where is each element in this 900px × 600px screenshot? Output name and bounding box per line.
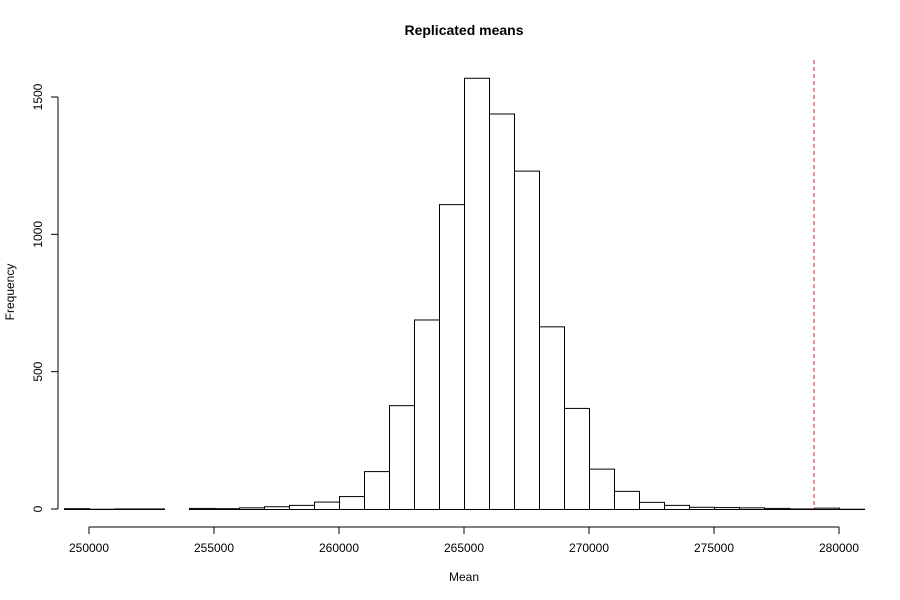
x-tick-label: 270000 [569, 541, 609, 555]
histogram-bar [789, 508, 815, 511]
histogram-bar [189, 507, 215, 510]
histogram-bar [139, 508, 165, 511]
histogram-bar [414, 319, 440, 511]
chart-title: Replicated means [404, 22, 523, 38]
x-axis: 250000 255000 260000 265000 270000 275000 2800… [69, 526, 859, 555]
histogram-bar [439, 204, 465, 510]
x-tick-label: 250000 [69, 541, 109, 555]
y-axis: 0 500 1000 1500 [31, 83, 59, 512]
x-tick-label: 255000 [194, 541, 234, 555]
histogram-bar [814, 507, 840, 511]
y-tick-label: 0 [31, 505, 45, 512]
x-tick-label: 265000 [444, 541, 484, 555]
histogram-bar [539, 326, 565, 510]
x-tick-label: 280000 [819, 541, 859, 555]
y-tick-label: 500 [31, 361, 45, 381]
histogram-bar [114, 508, 140, 511]
histogram-bar [714, 507, 740, 510]
histogram-bar [689, 506, 715, 510]
y-tick-label: 1000 [31, 221, 45, 248]
histogram-bar [739, 507, 765, 511]
x-tick-label: 260000 [319, 541, 359, 555]
histogram-bar [464, 77, 490, 511]
histogram-bar [564, 407, 590, 511]
histogram-bar [239, 507, 265, 511]
histogram-bar [664, 504, 690, 511]
histogram-bar [389, 405, 415, 510]
histogram-bar [614, 490, 640, 510]
histogram-bar [289, 504, 315, 511]
y-axis-label: Frequency [3, 264, 17, 321]
histogram-bar [339, 496, 365, 510]
histogram-bar [264, 506, 290, 510]
x-axis-label: Mean [449, 570, 479, 584]
x-tick-label: 275000 [694, 541, 734, 555]
histogram-bar [64, 508, 90, 510]
histogram-bar [489, 113, 515, 510]
histogram-bar [314, 501, 340, 510]
y-tick-label: 1500 [31, 83, 45, 110]
histogram-bar [639, 501, 665, 510]
histogram-bar [589, 468, 615, 510]
histogram-bar [364, 471, 390, 511]
histogram-bar [514, 170, 540, 511]
histogram-bar [764, 507, 790, 510]
bars-group [64, 77, 865, 511]
histogram-bar [214, 508, 240, 510]
